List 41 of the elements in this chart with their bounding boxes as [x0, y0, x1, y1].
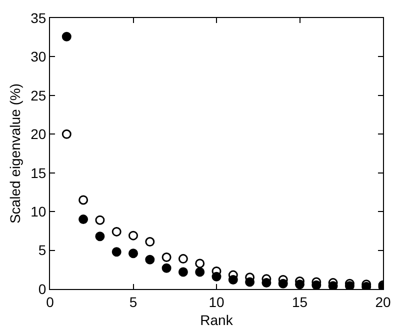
point [78, 214, 88, 224]
point [344, 281, 354, 289]
x-axis-title: Rank [200, 312, 234, 328]
y-tick-label: 0 [38, 280, 46, 297]
point [62, 32, 72, 42]
point [112, 247, 122, 257]
point [128, 248, 138, 258]
point [178, 254, 188, 264]
point [62, 129, 72, 139]
x-tick-label: 10 [208, 294, 224, 310]
x-tick-label: 15 [292, 294, 308, 310]
point [245, 277, 255, 287]
y-tick-label: 30 [30, 48, 46, 65]
point [278, 278, 288, 288]
point [262, 278, 272, 288]
point [328, 281, 338, 289]
y-tick-label: 10 [30, 203, 46, 220]
point [145, 254, 155, 264]
point [95, 232, 105, 242]
point [95, 215, 105, 225]
point [128, 230, 138, 240]
y-tick-label: 35 [30, 10, 46, 26]
point [112, 226, 122, 236]
y-tick-label: 20 [30, 126, 46, 142]
x-tick-label: 5 [129, 294, 138, 310]
point [195, 258, 205, 268]
point [162, 263, 172, 273]
x-tick-label: 20 [375, 294, 391, 310]
point [212, 272, 222, 282]
y-tick-label: 15 [30, 164, 46, 181]
point [195, 267, 205, 277]
point [228, 274, 238, 284]
point [295, 280, 304, 289]
point [145, 237, 155, 247]
y-tick-label: 25 [30, 87, 46, 104]
point [178, 267, 188, 277]
point [312, 280, 322, 289]
y-axis-title: Scaled eigenvalue (%) [7, 83, 24, 224]
y-tick-label: 5 [38, 242, 46, 258]
point [78, 195, 88, 205]
point [162, 252, 172, 262]
